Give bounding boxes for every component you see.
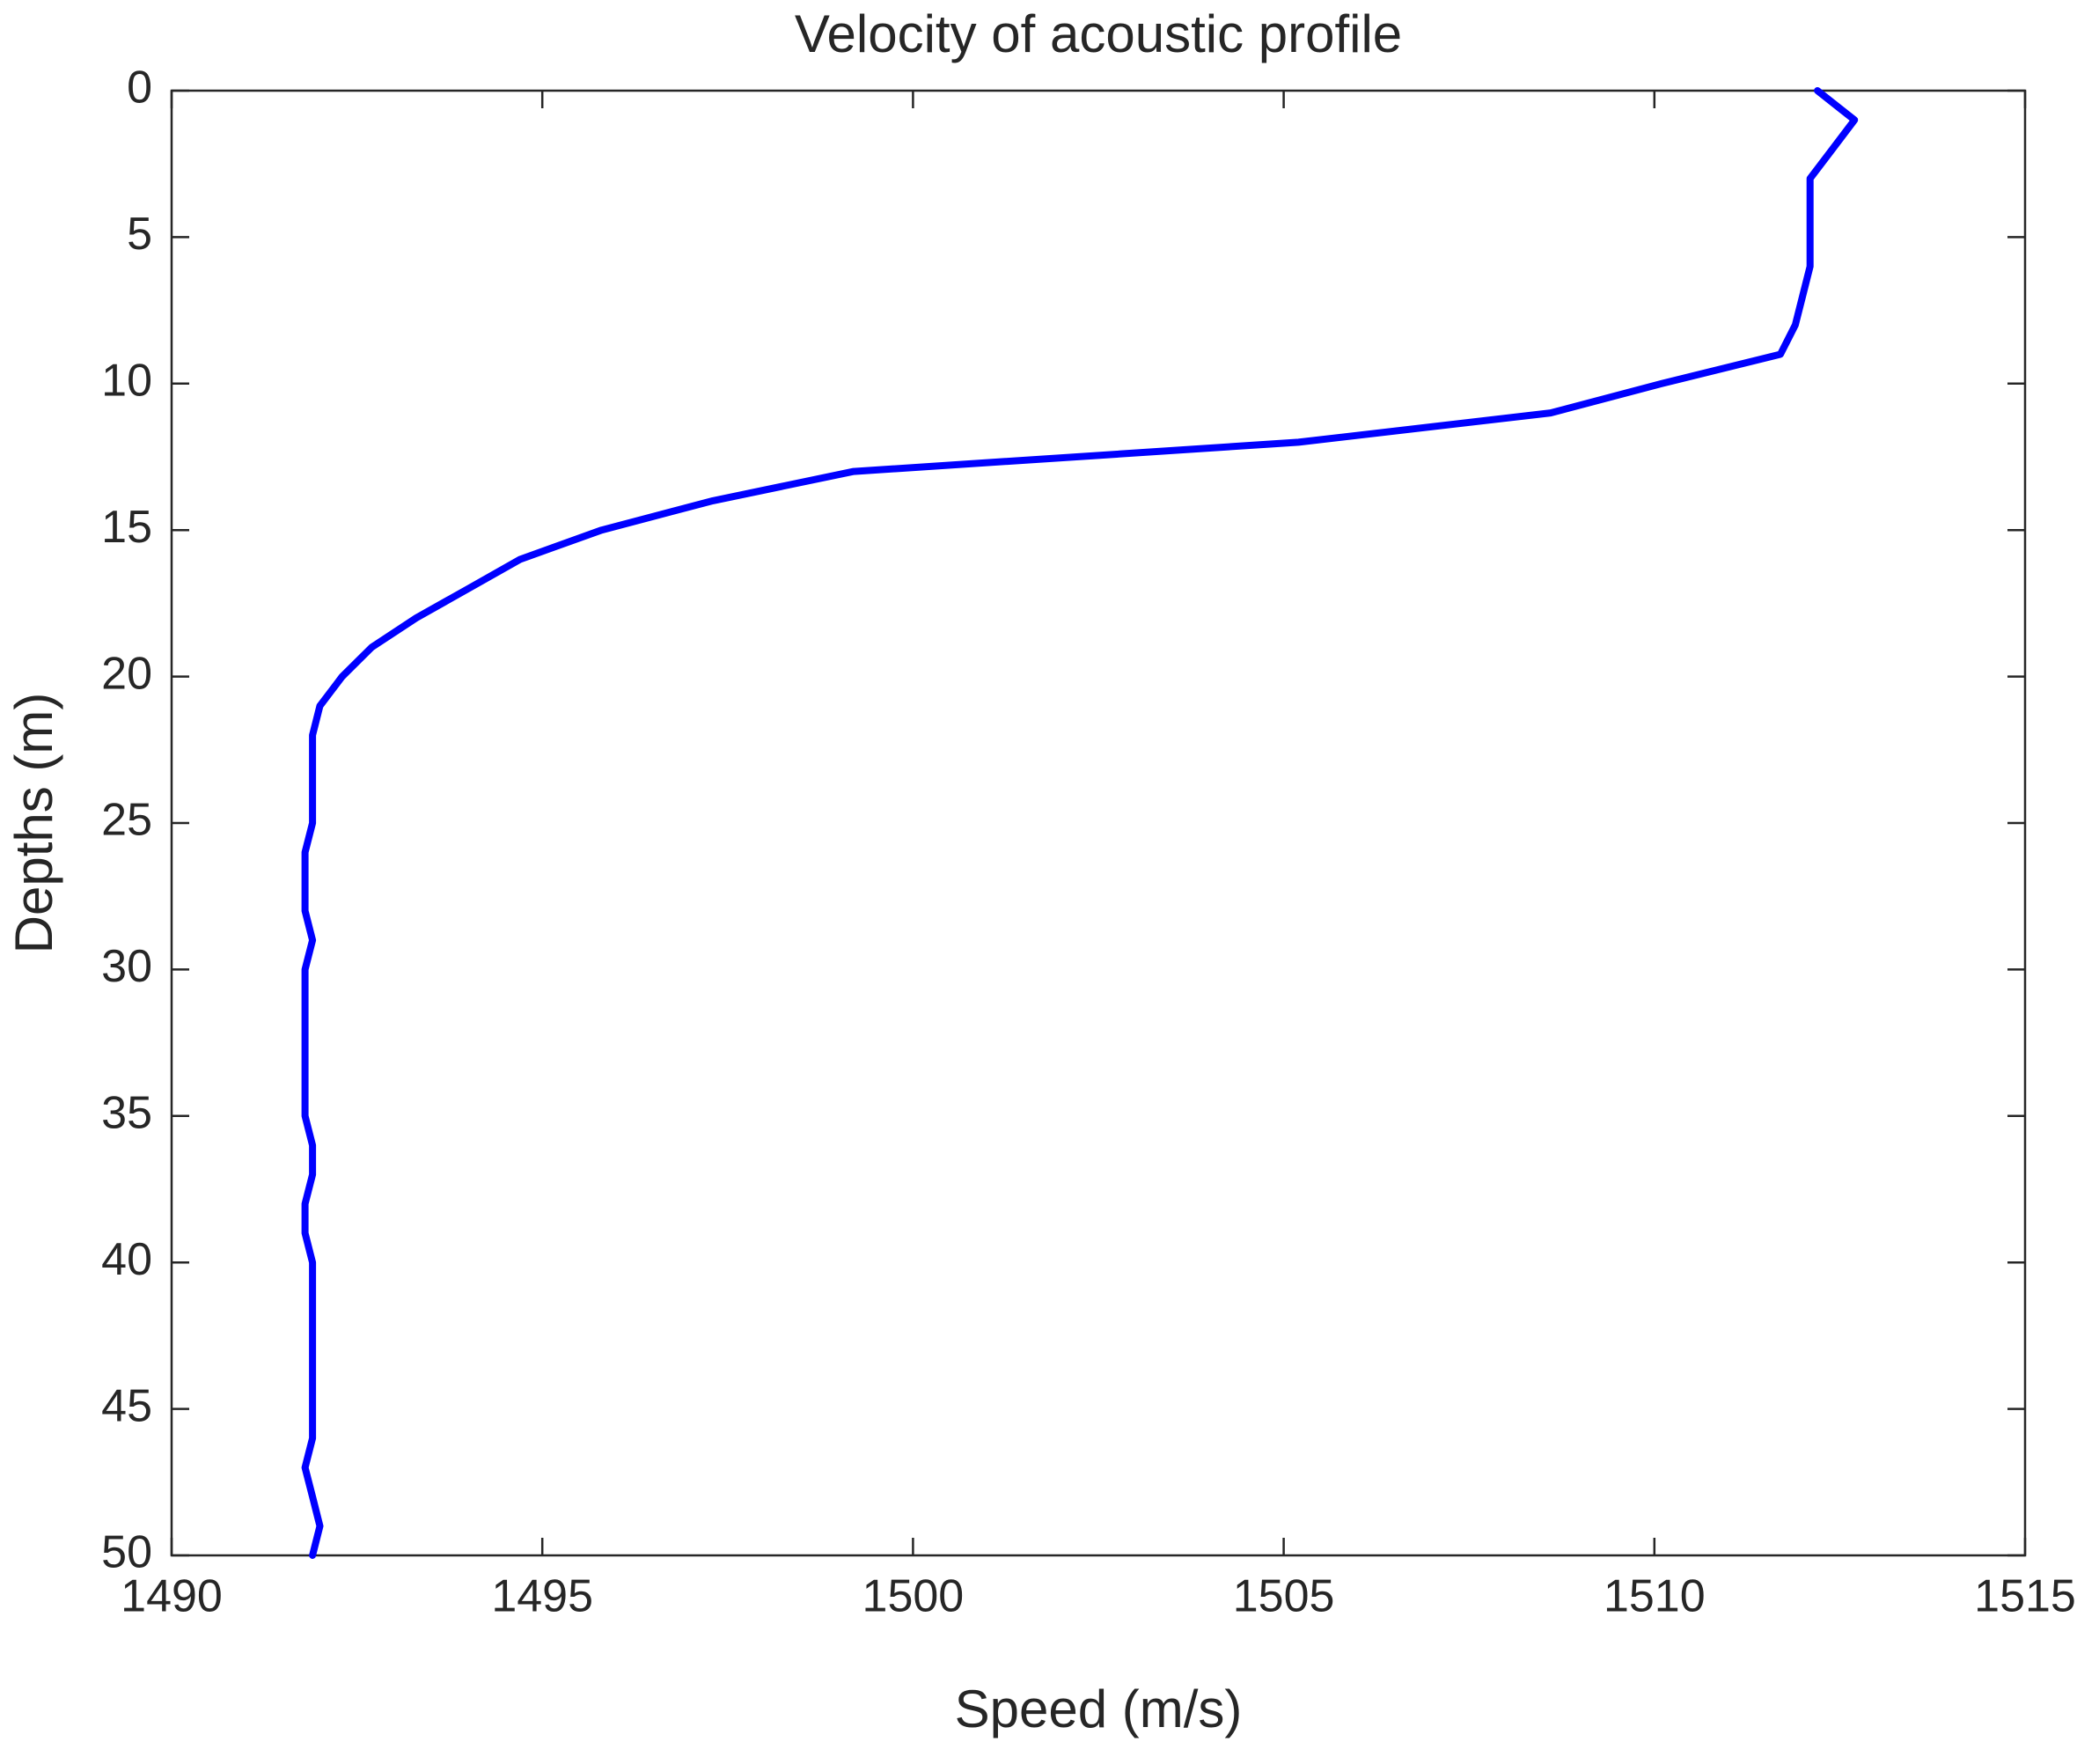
- x-tick-label: 1495: [491, 1571, 593, 1622]
- x-tick-label: 1505: [1233, 1571, 1335, 1622]
- y-axis-label: Depths (m): [4, 693, 63, 954]
- y-tick-label: 15: [101, 502, 152, 553]
- x-tick-label: 1515: [1974, 1571, 2076, 1622]
- x-tick-label: 1500: [862, 1571, 965, 1622]
- y-tick-label: 45: [101, 1380, 152, 1431]
- y-tick-label: 0: [127, 62, 152, 114]
- profile-line: [301, 87, 1859, 1559]
- chart-title: Velocity of acoustic profile: [795, 4, 1402, 63]
- y-tick-label: 5: [127, 209, 152, 260]
- y-tick-label: 35: [101, 1088, 152, 1139]
- y-tick-label: 50: [101, 1527, 152, 1578]
- x-axis-label: Speed (m/s): [955, 1679, 1243, 1738]
- y-tick-label: 20: [101, 648, 152, 699]
- x-tick-label: 1490: [121, 1571, 223, 1622]
- y-tick-label: 30: [101, 941, 152, 992]
- y-tick-label: 25: [101, 795, 152, 846]
- x-tick-label: 1510: [1604, 1571, 1706, 1622]
- y-tick-label: 40: [101, 1234, 152, 1285]
- y-tick-label: 10: [101, 356, 152, 407]
